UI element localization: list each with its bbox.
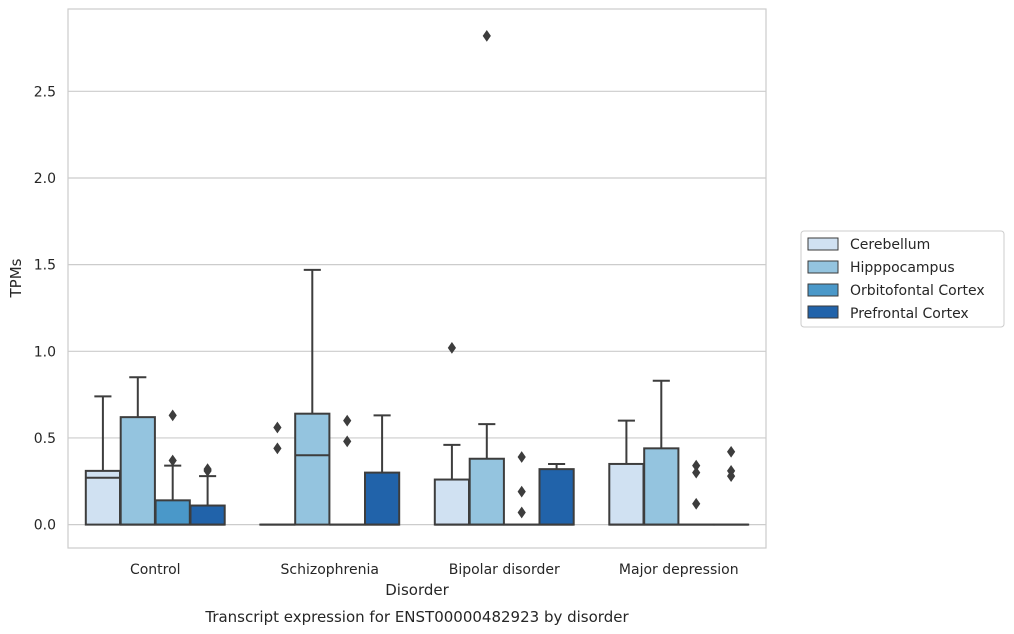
x-tick-label: Major depression: [619, 562, 739, 578]
box-group: [294, 268, 331, 526]
box-group: [189, 463, 226, 526]
box-iqr: [538, 468, 575, 526]
box-group: [119, 376, 156, 526]
box-iqr: [608, 462, 645, 526]
box-iqr: [363, 471, 401, 526]
y-tick-label: 1.5: [34, 258, 56, 274]
y-tick-labels: 0.0 0.5 1.0 1.5 2.0 2.5: [34, 84, 56, 533]
x-tick-labels: Control Schizophrenia Bipolar disorder Majo…: [130, 562, 739, 578]
box-group: [712, 445, 750, 526]
y-tick-label: 1.0: [34, 344, 56, 360]
y-tick-label: 2.5: [34, 84, 56, 100]
y-tick-label: 0.0: [34, 518, 56, 534]
outlier-point: [168, 409, 177, 422]
box-group: [643, 379, 680, 526]
box-group: [154, 409, 191, 526]
legend-label-prefrontal-cortex: Prefrontal Cortex: [850, 306, 969, 322]
legend-label-hipppocampus: Hipppocampus: [850, 260, 955, 276]
outlier-point: [343, 414, 352, 427]
outlier-point: [168, 454, 177, 467]
box-iqr: [294, 412, 331, 526]
box-group: [84, 395, 122, 526]
outlier-point: [203, 465, 212, 477]
outlier-point: [482, 29, 491, 42]
box-iqr: [119, 416, 156, 526]
legend-label-cerebellum: Cerebellum: [850, 237, 930, 253]
outlier-point: [273, 421, 282, 434]
outlier-point: [517, 485, 526, 498]
box-iqr: [189, 504, 226, 526]
x-tick-label: Schizophrenia: [281, 562, 379, 578]
outlier-point: [343, 435, 352, 448]
x-tick-label: Control: [130, 562, 181, 578]
plot-frame: [67, 8, 767, 549]
box-iqr: [84, 469, 122, 526]
y-tick-label: 2.0: [34, 171, 56, 187]
legend-swatch-orbitofontal-cortex: [807, 283, 839, 297]
box-group: [433, 341, 471, 526]
legend-frame: [800, 230, 1005, 328]
outlier-point: [447, 341, 457, 354]
box-group: [363, 414, 401, 526]
outlier-point: [692, 466, 701, 479]
box-iqr: [433, 478, 471, 526]
y-axis-title: TPMs: [7, 258, 25, 298]
box-group: [259, 421, 296, 526]
outlier-point: [517, 451, 526, 463]
outlier-point: [692, 497, 701, 510]
box-iqr: [468, 457, 505, 526]
outlier-point: [517, 506, 526, 519]
chart-caption: Transcript expression for ENST0000048292…: [204, 608, 629, 626]
outlier-point: [726, 470, 736, 482]
x-tick-label: Bipolar disorder: [449, 562, 560, 578]
legend: Cerebellum Hipppocampus Orbitofontal Cor…: [800, 230, 1005, 328]
boxes-layer: [84, 29, 750, 526]
x-axis-title: Disorder: [385, 581, 449, 599]
box-group: [468, 29, 505, 526]
outlier-point: [273, 442, 282, 455]
legend-swatch-hipppocampus: [807, 260, 839, 274]
outlier-point: [726, 445, 736, 458]
legend-swatch-prefrontal-cortex: [807, 305, 839, 319]
y-tick-label: 0.5: [34, 431, 56, 447]
box-group: [538, 462, 575, 526]
box-iqr: [154, 499, 191, 526]
legend-label-orbitofontal-cortex: Orbitofontal Cortex: [850, 283, 985, 299]
box-iqr: [643, 447, 680, 526]
legend-swatch-cerebellum: [807, 237, 839, 251]
